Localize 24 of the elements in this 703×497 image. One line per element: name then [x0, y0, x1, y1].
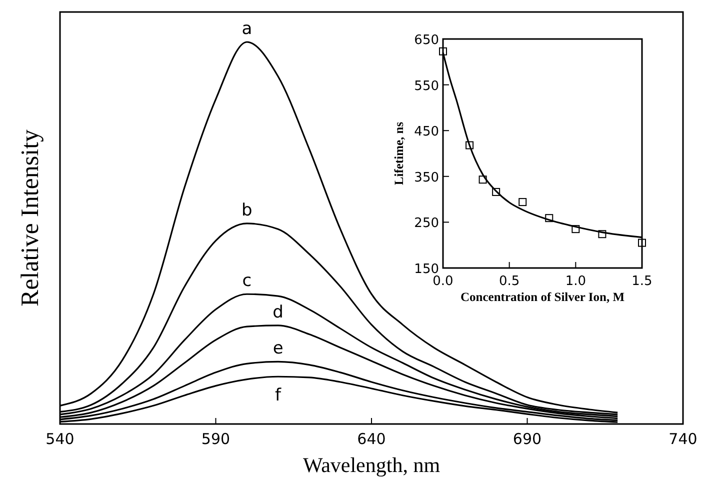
- series-label: c: [242, 271, 252, 292]
- series-label: d: [272, 302, 284, 322]
- y-tick-label: 250: [414, 216, 439, 232]
- x-tick-label: 540: [46, 430, 74, 448]
- x-tick-label: 1.5: [632, 274, 652, 289]
- x-tick-label: 0.0: [432, 274, 454, 289]
- y-axis-title: Relative Intensity: [17, 128, 44, 307]
- series-label: e: [272, 338, 284, 359]
- y-tick-label: 350: [414, 170, 439, 186]
- x-tick-label: 640: [357, 430, 386, 448]
- x-tick-label: 1.0: [565, 274, 586, 289]
- y-tick-label: 550: [414, 78, 439, 94]
- series-label: b: [242, 200, 252, 220]
- x-tick-label: 740: [668, 430, 698, 448]
- y-axis-title: Lifetime, ns: [392, 122, 406, 186]
- series-label: a: [242, 19, 252, 39]
- x-axis-title: Wavelength, nm: [302, 453, 440, 477]
- x-axis-title: Concentration of Silver Ion, M: [460, 290, 625, 304]
- y-tick-label: 650: [414, 33, 439, 48]
- x-tick-label: 590: [201, 430, 230, 448]
- x-tick-label: 690: [512, 430, 542, 448]
- y-tick-label: 450: [414, 124, 439, 140]
- x-tick-label: 0.5: [498, 274, 520, 289]
- series-label: f: [275, 386, 282, 406]
